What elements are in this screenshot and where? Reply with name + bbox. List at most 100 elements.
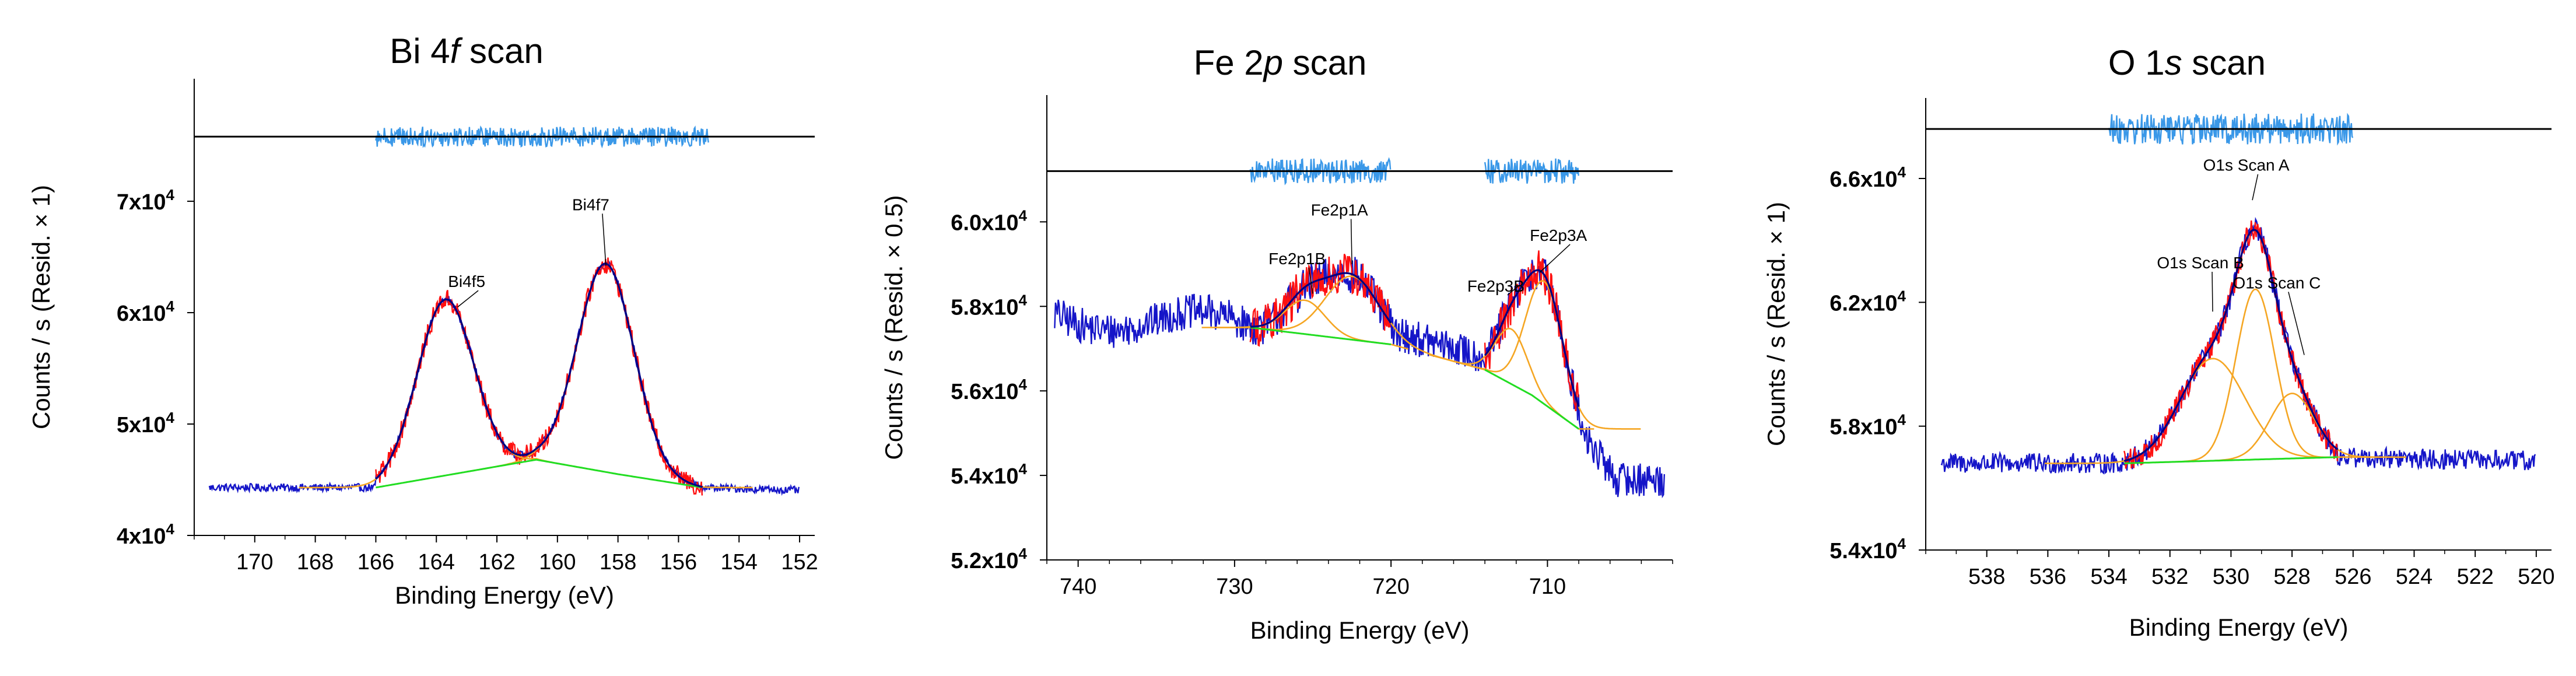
background-line [376, 458, 702, 489]
y-tick-exponent: 4 [1019, 291, 1028, 309]
y-tick-label: 5.8x104 [1830, 411, 1906, 440]
y-tick-exponent: 4 [1019, 460, 1028, 478]
y-tick-label: 6.2x104 [1830, 287, 1906, 316]
x-tick-label: 720 [1372, 575, 1409, 599]
y-tick-exponent: 4 [166, 520, 175, 538]
y-tick-label: 6.6x104 [1830, 163, 1906, 192]
panel-2: Fe2p1A Fe2p1B Fe2p3A Fe2p3B 740 730 720 710 5.2x… [880, 43, 1673, 644]
residual-line [1484, 158, 1579, 184]
peak-label-leader [2288, 292, 2305, 355]
residual-line [1249, 157, 1392, 185]
y-tick-exponent: 4 [1019, 206, 1028, 224]
y-tick-exponent: 4 [1898, 535, 1906, 552]
x-tick-label: 710 [1529, 575, 1566, 599]
component-peak-fe2p3a [1448, 280, 1641, 430]
panel-title-part: scan [1283, 43, 1366, 82]
raw-spectrum-line [208, 258, 800, 496]
y-tick-label: 5.4x104 [1830, 535, 1906, 563]
y-tick-mantissa: 5.4x10 [951, 464, 1018, 489]
y-tick-mantissa: 6.2x10 [1830, 291, 1897, 316]
x-tick-label: 156 [660, 550, 697, 575]
fit-region-data-line [1484, 250, 1579, 412]
y-tick-mantissa: 4x10 [117, 524, 166, 549]
panel-title-part: scan [2182, 43, 2266, 82]
peak-label-leader [1308, 267, 1313, 294]
envelope-fit-line [375, 262, 703, 488]
y-tick-label: 5.6x104 [951, 376, 1027, 404]
peak-label-leader [2211, 271, 2213, 312]
y-tick-mantissa: 5.8x10 [1830, 415, 1897, 440]
x-tick-label: 530 [2213, 565, 2249, 589]
panel-title-part: f [450, 31, 463, 71]
x-tick-label: 522 [2456, 565, 2493, 589]
residual-line [375, 125, 709, 149]
peak-label: Fe2p3A [1530, 226, 1587, 244]
background-line [1484, 369, 1579, 430]
peak-label: O1s Scan C [2232, 274, 2321, 292]
y-axis-label: Counts / s (Resid. × 1) [1762, 202, 1790, 446]
panel-title-part: p [1263, 43, 1283, 82]
x-tick-label: 526 [2335, 565, 2371, 589]
y-tick-label: 5.4x104 [951, 460, 1027, 489]
x-tick-label: 168 [297, 550, 334, 575]
y-tick-mantissa: 5.4x10 [1830, 539, 1897, 563]
y-axis-label: Counts / s (Resid. × 0.5) [880, 195, 907, 460]
x-tick-label: 730 [1216, 575, 1253, 599]
panel-title: Fe 2p scan [1194, 43, 1367, 82]
y-tick-exponent: 4 [1019, 376, 1028, 393]
component-peak-fe2p3b [1428, 327, 1594, 430]
peak-label-leader [1539, 244, 1571, 273]
y-tick-mantissa: 6.6x10 [1830, 167, 1897, 192]
peak-label: Bi4f7 [572, 195, 609, 213]
y-tick-exponent: 4 [166, 186, 175, 204]
panel-title: O 1s scan [2108, 43, 2266, 82]
x-tick-label: 532 [2151, 565, 2188, 589]
y-tick-mantissa: 5.6x10 [951, 380, 1018, 404]
x-tick-label: 164 [418, 550, 455, 575]
y-tick-mantissa: 5.2x10 [951, 549, 1018, 573]
y-tick-exponent: 4 [1898, 287, 1906, 304]
x-tick-label: 528 [2273, 565, 2310, 589]
x-tick-label: 534 [2090, 565, 2127, 589]
fit-region-data-line [2123, 220, 2338, 469]
y-tick-exponent: 4 [166, 297, 175, 315]
panel-title-part: Fe 2 [1194, 43, 1264, 82]
x-axis-label: Binding Energy (eV) [1250, 617, 1470, 644]
x-tick-label: 162 [478, 550, 515, 575]
component-peak-bi4f5 [299, 298, 593, 489]
y-tick-label: 4x104 [117, 520, 175, 549]
y-tick-mantissa: 6.0x10 [951, 211, 1018, 235]
panel-title-part: s [2165, 43, 2182, 82]
panel-title: Bi 4f scan [390, 31, 543, 71]
x-tick-label: 152 [781, 550, 818, 575]
x-tick-label: 740 [1060, 575, 1096, 599]
x-tick-label: 520 [2518, 565, 2554, 589]
x-tick-label: 154 [721, 550, 758, 575]
fit-region-data-line [1249, 253, 1391, 347]
y-tick-exponent: 4 [1019, 545, 1028, 562]
envelope-fit-line [1250, 272, 1392, 328]
panel-3: O1s Scan A O1s Scan B O1s Scan C 538 536 534 5… [1762, 43, 2555, 641]
y-tick-label: 6.0x104 [951, 206, 1027, 235]
y-tick-exponent: 4 [166, 409, 175, 426]
y-tick-label: 5x104 [117, 409, 175, 437]
panel-title-part: scan [460, 31, 543, 71]
y-tick-mantissa: 6x10 [117, 302, 166, 326]
residual-line [2108, 113, 2354, 146]
peak-label-leader [1350, 219, 1352, 264]
x-tick-label: 538 [1968, 565, 2005, 589]
x-tick-label: 170 [236, 550, 273, 575]
y-axis-label: Counts / s (Resid. × 1) [27, 185, 55, 429]
peak-label: Fe2p1B [1268, 250, 1326, 268]
panel-title-part: O 1 [2108, 43, 2165, 82]
peak-label: Bi4f5 [448, 272, 485, 290]
x-tick-label: 524 [2396, 565, 2433, 589]
panel-title-part: Bi 4 [390, 31, 450, 71]
y-tick-exponent: 4 [1898, 411, 1906, 429]
peak-label-leader [1507, 285, 1520, 296]
component-peak-fe2p1b [1201, 299, 1409, 350]
component-peak-bi4f7 [459, 262, 753, 489]
peak-label-leader [2252, 174, 2259, 201]
x-axis-label: Binding Energy (eV) [395, 582, 614, 609]
